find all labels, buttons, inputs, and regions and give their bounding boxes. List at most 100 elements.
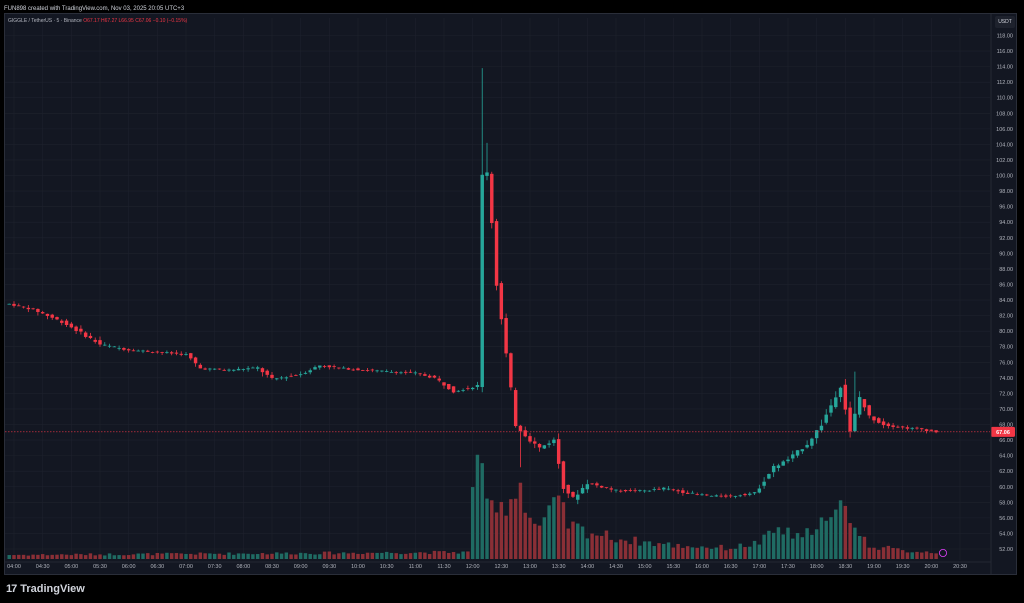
candle-body <box>203 368 207 370</box>
candle-body <box>294 375 298 376</box>
candle-body <box>934 430 938 433</box>
candle-body <box>456 390 461 392</box>
x-tick-label: 07:00 <box>179 564 193 570</box>
volume-bar <box>456 553 461 559</box>
volume-bar <box>160 553 164 559</box>
candle-body <box>824 414 828 423</box>
candle-body <box>141 350 145 352</box>
y-tick-label: 60.00 <box>999 485 1013 491</box>
y-tick-label: 108.00 <box>996 111 1013 117</box>
volume-bar <box>418 552 422 559</box>
candle-body <box>819 425 824 431</box>
x-tick-label: 20:30 <box>953 564 967 570</box>
candle-body <box>757 488 762 493</box>
volume-bar <box>141 553 145 559</box>
volume-bar <box>657 543 661 559</box>
volume-bar <box>848 523 852 559</box>
candle-body <box>365 370 370 371</box>
candle-body <box>447 384 451 390</box>
attribution-text: FUN898 created with TradingView.com, Nov… <box>4 6 185 12</box>
candle-body <box>427 375 432 378</box>
candle-body <box>442 382 446 386</box>
candle-body <box>762 481 766 486</box>
candle-body <box>107 345 112 347</box>
volume-bar <box>877 549 881 559</box>
candle-body <box>131 350 136 352</box>
volume-bar <box>690 547 695 559</box>
candle-body <box>614 489 618 491</box>
candlestick-chart[interactable]: 52.00 54.00 56.00 58.00 60.00 62.00 64.00 66.00… <box>0 0 1024 575</box>
volume-bar <box>662 543 666 559</box>
volume-bar <box>805 528 809 559</box>
volume-bar <box>934 553 938 559</box>
candle-body <box>289 375 293 377</box>
candle-body <box>886 423 891 427</box>
volume-bar <box>886 545 891 559</box>
x-tick-label: 09:30 <box>322 564 336 570</box>
volume-bar <box>728 548 733 559</box>
candle-body <box>748 493 752 495</box>
candle-body <box>929 429 934 431</box>
x-tick-label: 10:00 <box>351 564 365 570</box>
volume-bar <box>45 555 50 559</box>
volume-bar <box>313 554 317 559</box>
volume-bar <box>776 527 781 559</box>
candle-body <box>470 387 475 390</box>
candle-body <box>877 418 881 423</box>
candle-body <box>719 495 723 497</box>
candle-body <box>36 308 40 312</box>
volume-bar <box>7 555 11 559</box>
x-tick-label: 07:30 <box>208 564 222 570</box>
candle-body <box>122 348 126 350</box>
candle-body <box>50 314 54 318</box>
candle-body <box>461 390 465 391</box>
candle-body <box>834 397 838 408</box>
symbol-legend[interactable]: GIGGLE / TetherUS · 5 · Binance O67.17 H… <box>8 16 187 26</box>
volume-bar <box>795 533 800 559</box>
candle-body <box>146 350 150 352</box>
x-tick-label: 04:00 <box>7 564 21 570</box>
candle-body <box>408 371 413 373</box>
volume-bar <box>556 495 561 559</box>
volume-bar <box>217 553 222 559</box>
y-tick-label: 98.00 <box>999 189 1013 195</box>
candle-body <box>499 283 504 320</box>
volume-bar <box>413 552 418 559</box>
volume-bar <box>169 553 174 559</box>
candle-body <box>623 489 628 492</box>
candle-body <box>905 427 910 429</box>
event-marker-icon[interactable] <box>939 549 948 558</box>
y-tick-label: 78.00 <box>999 345 1013 351</box>
volume-bar <box>800 537 805 559</box>
candle-body <box>657 488 661 490</box>
plot-area[interactable] <box>4 13 1017 575</box>
candle-body <box>208 368 212 370</box>
candle-body <box>64 320 69 326</box>
footer-bar <box>0 575 1024 603</box>
tradingview-logo[interactable]: 17 TradingView <box>6 580 85 598</box>
volume-bar <box>198 552 203 559</box>
volume-bar <box>50 554 54 559</box>
volume-bar <box>896 548 900 559</box>
volume-bar <box>542 517 547 559</box>
candle-body <box>232 369 236 371</box>
volume-bar <box>375 552 379 559</box>
candle-body <box>7 303 11 305</box>
y-tick-label: 58.00 <box>999 500 1013 506</box>
candle-body <box>136 350 140 352</box>
volume-bar <box>212 553 217 559</box>
symbol-name[interactable]: GIGGLE / TetherUS · 5 · Binance <box>8 18 82 24</box>
x-tick-label: 17:30 <box>781 564 795 570</box>
candle-body <box>571 491 575 497</box>
x-tick-label: 05:30 <box>93 564 107 570</box>
candle-body <box>60 320 64 323</box>
candle-body <box>642 490 647 492</box>
volume-bar <box>752 540 757 559</box>
x-tick-label: 18:00 <box>810 564 824 570</box>
volume-bar <box>298 552 303 559</box>
candle-body <box>810 438 814 446</box>
candle-body <box>265 370 269 375</box>
volume-bar <box>671 547 676 559</box>
volume-bar <box>566 528 570 559</box>
currency-chip[interactable]: USDT <box>995 16 1015 28</box>
